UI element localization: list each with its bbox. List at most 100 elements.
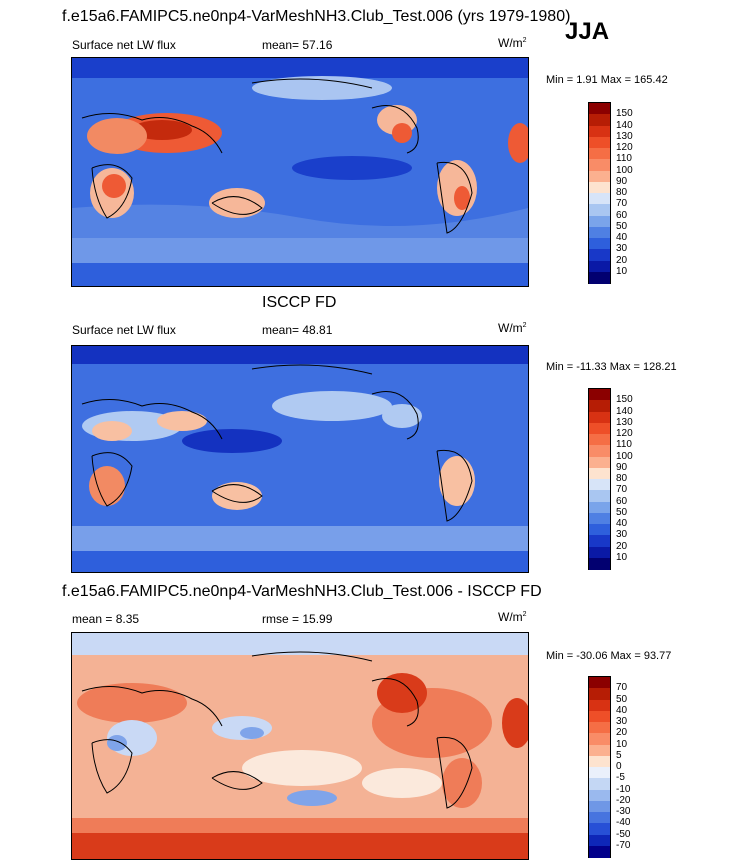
colorbar-tick-label: 140 xyxy=(616,405,633,417)
colorbar-cell xyxy=(589,501,610,514)
panel2-colorbar: 150 140 130 120 110 100 90 80 70 60 50 40 30 20 10 xyxy=(588,388,633,570)
panel2-map xyxy=(71,345,529,573)
colorbar-cell xyxy=(589,181,610,194)
colorbar-tick-label: 50 xyxy=(616,506,628,518)
colorbar-cell xyxy=(589,103,610,115)
colorbar-cell xyxy=(589,204,610,217)
colorbar-cell xyxy=(589,490,610,503)
colorbar-cell xyxy=(589,434,610,446)
colorbar-tick-label: 10 xyxy=(616,738,628,750)
panel1-colorbar: 150 140 130 120 110 100 90 80 70 60 50 40 30 20 10 xyxy=(588,102,633,284)
panel1-units: W/m2 xyxy=(498,36,527,50)
colorbar-tick-label: 70 xyxy=(616,682,628,694)
colorbar-cell xyxy=(589,767,610,779)
colorbar-cell xyxy=(589,755,610,768)
colorbar-cell xyxy=(589,271,610,284)
colorbar-cell xyxy=(589,148,610,160)
colorbar-tick-label: -5 xyxy=(616,772,625,784)
colorbar-tick-label: -70 xyxy=(616,839,631,851)
colorbar-cell xyxy=(589,467,610,480)
colorbar-cell xyxy=(589,136,610,149)
colorbar-cell xyxy=(589,845,610,858)
colorbar-tick-label: 100 xyxy=(616,450,633,462)
colorbar-tick-label: 120 xyxy=(616,142,633,153)
colorbar-tick-label: 150 xyxy=(616,394,633,406)
colorbar-tick-label: -20 xyxy=(616,794,631,806)
colorbar-cell xyxy=(589,778,610,791)
colorbar-tick-label: 10 xyxy=(616,551,628,563)
colorbar-tick-label: 40 xyxy=(616,232,628,243)
colorbar-tick-label: -50 xyxy=(616,828,631,840)
colorbar-tick-label: 20 xyxy=(616,727,628,739)
panel2-units: W/m2 xyxy=(498,321,527,335)
colorbar-tick-label: 40 xyxy=(616,518,628,529)
colorbar-tick-label: 120 xyxy=(616,428,633,439)
colorbar-tick-label: 60 xyxy=(616,495,628,507)
colorbar-cell xyxy=(589,699,610,712)
panel1-title: f.e15a6.FAMIPC5.ne0np4-VarMeshNH3.Club_T… xyxy=(62,8,571,25)
panel2-variable-label: Surface net LW flux xyxy=(72,323,176,337)
panel2-mean-label: mean= 48.81 xyxy=(262,323,333,337)
colorbar-tick-label: 130 xyxy=(616,416,633,428)
colorbar-cell xyxy=(589,445,610,458)
panel3-units: W/m2 xyxy=(498,610,527,624)
colorbar-cell xyxy=(589,688,610,701)
colorbar-cell xyxy=(589,226,610,239)
colorbar-tick-label: 70 xyxy=(616,484,628,496)
colorbar-cell xyxy=(589,479,610,491)
colorbar-cell xyxy=(589,249,610,262)
colorbar-tick-label: 130 xyxy=(616,130,633,142)
panel3-map xyxy=(71,632,529,860)
colorbar-cell xyxy=(589,677,610,689)
colorbar-cell xyxy=(589,789,610,802)
colorbar-cell xyxy=(589,114,610,127)
colorbar-tick-label: 50 xyxy=(616,693,628,705)
colorbar-cell xyxy=(589,193,610,205)
colorbar-cell xyxy=(589,400,610,413)
colorbar-tick-label: 10 xyxy=(616,265,628,277)
colorbar-tick-label: 70 xyxy=(616,198,628,210)
colorbar-cell xyxy=(589,557,610,570)
colorbar-tick-label: 150 xyxy=(616,108,633,120)
colorbar-tick-label: -10 xyxy=(616,783,631,795)
colorbar-cell xyxy=(589,215,610,228)
colorbar-tick-label: 20 xyxy=(616,254,628,266)
panel1-minmax: Min = 1.91 Max = 165.42 xyxy=(546,74,668,86)
colorbar-tick-label: 80 xyxy=(616,187,628,198)
colorbar-cell xyxy=(589,125,610,138)
colorbar-cell xyxy=(589,422,610,435)
colorbar-cell xyxy=(589,238,610,250)
panel2-title: ISCCP FD xyxy=(262,294,337,311)
colorbar-cell xyxy=(589,159,610,172)
colorbar-cell xyxy=(589,744,610,757)
panel1-variable-label: Surface net LW flux xyxy=(72,38,176,52)
colorbar-tick-label: 110 xyxy=(616,153,632,165)
panel3-mean-label: mean = 8.35 xyxy=(72,612,140,626)
colorbar-tick-label: 30 xyxy=(616,529,628,541)
colorbar-cell xyxy=(589,733,610,746)
colorbar-cell xyxy=(589,389,610,401)
panel3-title: f.e15a6.FAMIPC5.ne0np4-VarMeshNH3.Club_T… xyxy=(62,583,542,600)
panel2-minmax: Min = -11.33 Max = 128.21 xyxy=(546,361,677,373)
colorbar-tick-label: 80 xyxy=(616,473,628,484)
colorbar-cell xyxy=(589,456,610,469)
colorbar-cell xyxy=(589,834,610,847)
panel1-map xyxy=(71,57,529,287)
colorbar-tick-label: 110 xyxy=(616,439,632,451)
panel3-colorbar: 70 50 40 30 20 10 5 0 -5 -10 -20 -30 -40 -50 -70 xyxy=(588,676,630,858)
colorbar-tick-label: 0 xyxy=(616,761,622,772)
colorbar-cell xyxy=(589,524,610,536)
colorbar-cell xyxy=(589,546,610,559)
colorbar-cell xyxy=(589,800,610,813)
colorbar-tick-label: 100 xyxy=(616,164,633,176)
colorbar-cell xyxy=(589,710,610,723)
colorbar-cell xyxy=(589,512,610,525)
colorbar-tick-label: 30 xyxy=(616,243,628,255)
panel3-rmse-label: rmse = 15.99 xyxy=(262,612,333,626)
colorbar-tick-label: 5 xyxy=(616,749,622,761)
colorbar-tick-label: 50 xyxy=(616,220,628,232)
panel3-minmax: Min = -30.06 Max = 93.77 xyxy=(546,650,672,662)
colorbar-cell xyxy=(589,170,610,183)
colorbar-cell xyxy=(589,722,610,734)
colorbar-tick-label: 30 xyxy=(616,716,628,727)
